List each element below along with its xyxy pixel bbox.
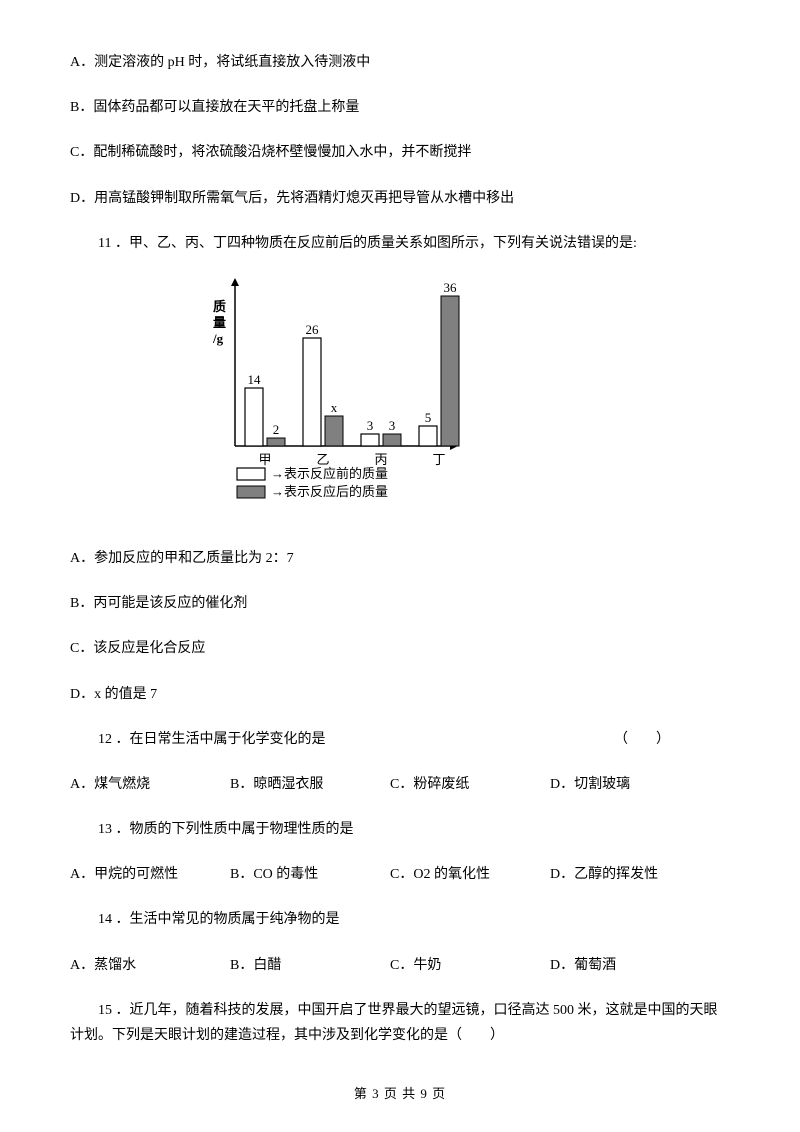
q12-stem-row: 12 ．在日常生活中属于化学变化的是 （ ） bbox=[70, 727, 730, 752]
intro-option-d: D．用高锰酸钾制取所需氧气后，先将酒精灯熄灭再把导管从水槽中移出 bbox=[70, 186, 730, 211]
svg-text:36: 36 bbox=[444, 280, 458, 295]
q12-option-d: D．切割玻璃 bbox=[550, 772, 710, 797]
svg-text:14: 14 bbox=[248, 372, 262, 387]
q12-option-b: B．晾晒湿衣服 bbox=[230, 772, 390, 797]
q14-option-a: A．蒸馏水 bbox=[70, 953, 230, 978]
q14-option-d: D．葡萄酒 bbox=[550, 953, 710, 978]
q14-stem: 14 ．生活中常见的物质属于纯净物的是 bbox=[70, 907, 730, 932]
svg-text:→表示反应前的质量: →表示反应前的质量 bbox=[271, 466, 388, 481]
svg-text:甲: 甲 bbox=[258, 452, 271, 467]
q12-options: A．煤气燃烧 B．晾晒湿衣服 C．粉碎废纸 D．切割玻璃 bbox=[70, 772, 730, 797]
q12-stem: 12 ．在日常生活中属于化学变化的是 bbox=[70, 727, 326, 752]
q11-stem: 11 ．甲、乙、丙、丁四种物质在反应前后的质量关系如图所示，下列有关说法错误的是… bbox=[70, 231, 730, 256]
q14-option-c: C．牛奶 bbox=[390, 953, 550, 978]
q12-paren: （ ） bbox=[586, 727, 670, 752]
svg-text:x: x bbox=[331, 400, 338, 415]
svg-text:质: 质 bbox=[213, 299, 226, 314]
q12-option-a: A．煤气燃烧 bbox=[70, 772, 230, 797]
q11-option-b: B．丙可能是该反应的催化剂 bbox=[70, 591, 730, 616]
svg-text:→表示反应后的质量: →表示反应后的质量 bbox=[271, 484, 388, 499]
intro-option-c: C．配制稀硫酸时，将浓硫酸沿烧杯壁慢慢加入水中，并不断搅拌 bbox=[70, 140, 730, 165]
svg-text:丁: 丁 bbox=[432, 452, 445, 467]
svg-text:丙: 丙 bbox=[374, 452, 387, 467]
q11-option-a: A．参加反应的甲和乙质量比为 2：7 bbox=[70, 546, 730, 571]
svg-text:/g: /g bbox=[212, 331, 224, 346]
q14-option-b: B．白醋 bbox=[230, 953, 390, 978]
svg-text:3: 3 bbox=[367, 418, 374, 433]
q13-stem: 13 ．物质的下列性质中属于物理性质的是 bbox=[70, 817, 730, 842]
q11-option-c: C．该反应是化合反应 bbox=[70, 636, 730, 661]
intro-option-b: B．固体药品都可以直接放在天平的托盘上称量 bbox=[70, 95, 730, 120]
intro-option-a: A．测定溶液的 pH 时，将试纸直接放入待测液中 bbox=[70, 50, 730, 75]
q12-option-c: C．粉碎废纸 bbox=[390, 772, 550, 797]
q13-options: A．甲烷的可燃性 B．CO 的毒性 C．O2 的氧化性 D．乙醇的挥发性 bbox=[70, 862, 730, 887]
svg-text:3: 3 bbox=[389, 418, 396, 433]
q11-chart: 质量/g 14 2甲 26 x 乙 33 丙 5 36 丁 →表示反应前的质量 →表示反应后的质量 bbox=[190, 276, 730, 526]
q14-options: A．蒸馏水 B．白醋 C．牛奶 D．葡萄酒 bbox=[70, 953, 730, 978]
page: A．测定溶液的 pH 时，将试纸直接放入待测液中 B．固体药品都可以直接放在天平… bbox=[0, 0, 800, 1132]
svg-text:26: 26 bbox=[306, 322, 320, 337]
q13-option-a: A．甲烷的可燃性 bbox=[70, 862, 230, 887]
q13-option-c: C．O2 的氧化性 bbox=[390, 862, 550, 887]
svg-text:5: 5 bbox=[425, 410, 432, 425]
q11-option-d: D．x 的值是 7 bbox=[70, 682, 730, 707]
q13-option-d: D．乙醇的挥发性 bbox=[550, 862, 710, 887]
svg-text:2: 2 bbox=[273, 422, 280, 437]
q13-option-b: B．CO 的毒性 bbox=[230, 862, 390, 887]
q15-stem: 15 ．近几年，随着科技的发展，中国开启了世界最大的望远镜，口径高达 500 米… bbox=[70, 998, 730, 1048]
svg-text:量: 量 bbox=[213, 315, 226, 330]
page-footer: 第 3 页 共 9 页 bbox=[0, 1083, 800, 1102]
svg-text:乙: 乙 bbox=[316, 452, 329, 467]
